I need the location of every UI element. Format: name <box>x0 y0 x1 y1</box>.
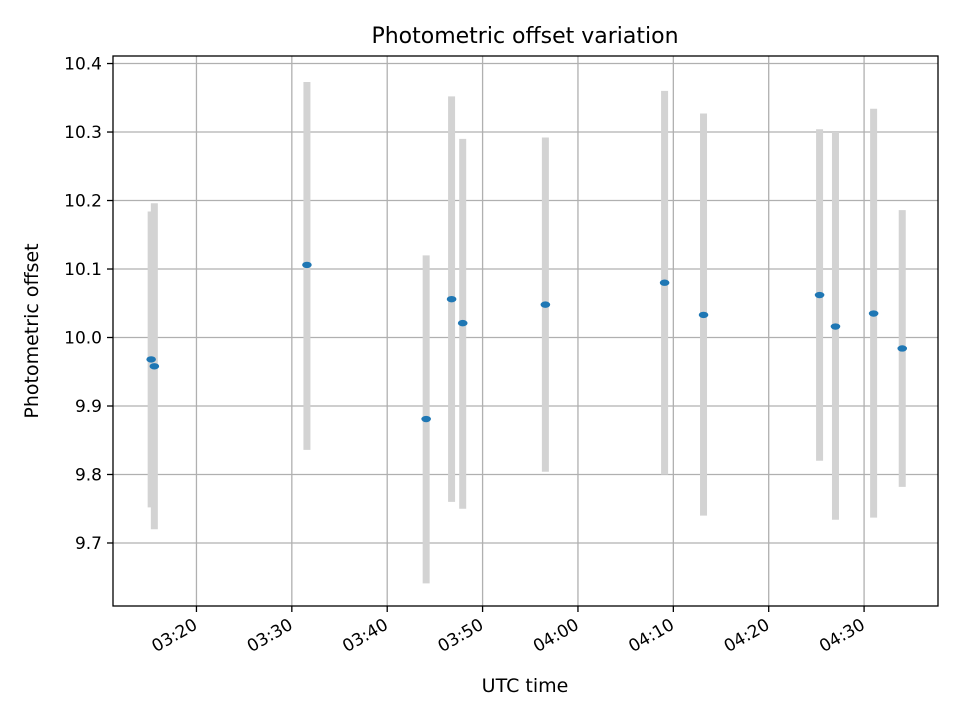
data-point <box>897 345 908 352</box>
y-tick-label: 9.9 <box>75 397 102 417</box>
y-tick-label: 10.2 <box>64 192 102 212</box>
data-point <box>814 291 825 299</box>
data-point <box>149 363 160 370</box>
data-points <box>146 261 908 423</box>
data-point <box>146 356 156 363</box>
y-tick-label: 10.0 <box>64 329 102 349</box>
y-tick-label: 10.1 <box>64 260 102 280</box>
data-point <box>446 295 457 303</box>
plot-frame <box>112 55 939 607</box>
x-axis-label: UTC time <box>482 675 569 697</box>
y-axis-label: Photometric offset <box>21 243 43 418</box>
grid <box>113 56 938 606</box>
y-tick-label: 10.3 <box>64 123 102 143</box>
y-tick-label: 9.8 <box>75 465 102 485</box>
y-tick-label: 9.7 <box>75 534 102 554</box>
data-point <box>540 301 551 308</box>
data-point <box>457 319 468 327</box>
data-point <box>421 415 431 423</box>
data-point <box>698 311 709 319</box>
y-tick-label: 10.4 <box>64 55 102 75</box>
chart-title: Photometric offset variation <box>371 24 678 49</box>
data-point <box>659 279 670 286</box>
data-point <box>302 261 312 269</box>
data-point <box>868 310 879 317</box>
data-point <box>830 323 841 330</box>
